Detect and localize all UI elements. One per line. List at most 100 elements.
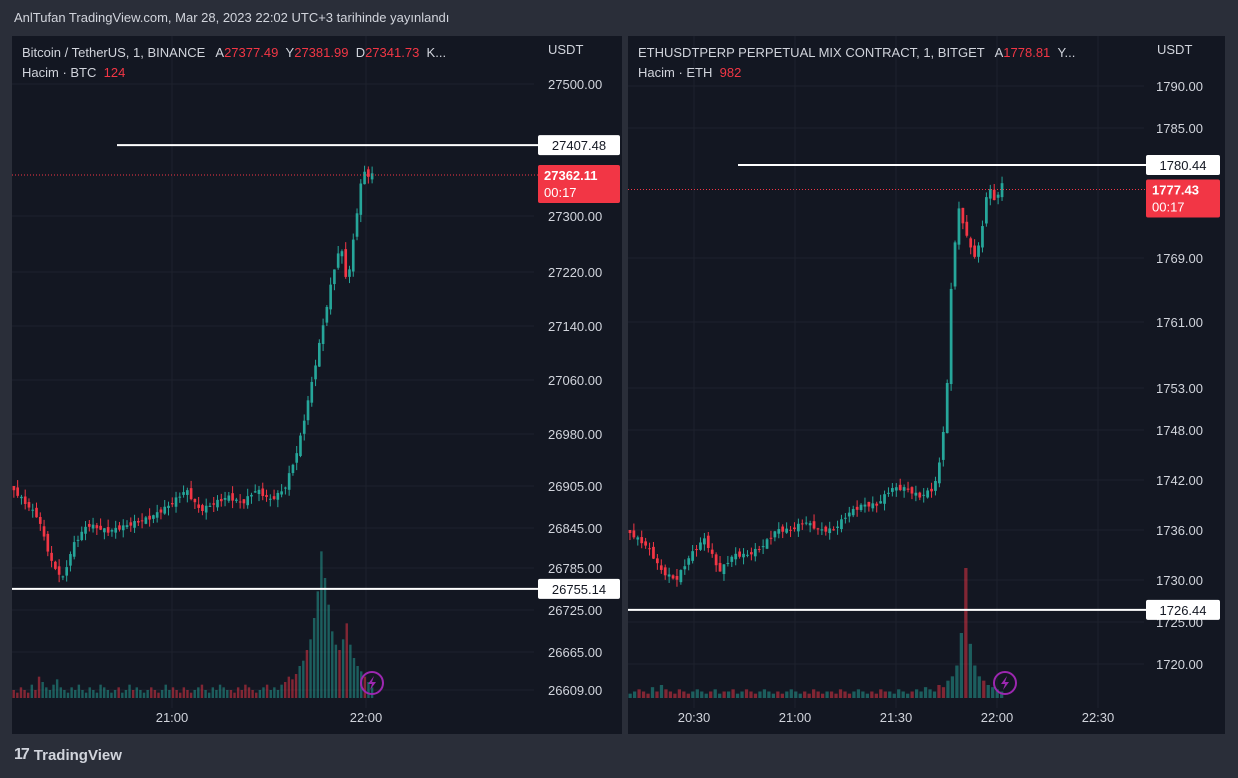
- eth-candle-body: [718, 562, 722, 572]
- btc-volume-bar: [88, 687, 91, 698]
- btc-countdown-label: 00:17: [544, 185, 577, 200]
- eth-volume-bar: [673, 693, 677, 698]
- btc-volume-bar: [367, 682, 370, 698]
- eth-volume-bar: [771, 693, 776, 698]
- eth-chart-panel[interactable]: 1790.00 1785.00 1769.00 1761.00 1753.00 1748.…: [628, 36, 1225, 734]
- eth-volume-bar: [879, 689, 883, 698]
- eth-candle-body: [816, 528, 820, 530]
- btc-ohlc-high-key: Y: [285, 45, 295, 60]
- btc-candle-body: [57, 566, 61, 575]
- btc-volume-bar: [370, 687, 374, 698]
- btc-chart-svg[interactable]: 27500.00 27300.00 27220.00 27140.00 27060.00…: [12, 36, 622, 734]
- btc-volume-bar: [352, 658, 356, 698]
- btc-candle-body: [91, 524, 95, 529]
- btc-volume-bar: [12, 690, 15, 698]
- eth-candle-body: [996, 194, 1000, 198]
- eth-volume-bar: [843, 691, 847, 698]
- btc-volume-bar: [45, 687, 48, 698]
- btc-candle-body: [186, 490, 189, 495]
- btc-volume-bar: [363, 676, 367, 698]
- eth-candle-body: [949, 288, 953, 385]
- eth-candle-body: [934, 480, 937, 491]
- btc-volume-bar: [287, 676, 291, 698]
- btc-volume-bar: [327, 604, 330, 698]
- eth-candle-body: [687, 558, 691, 565]
- btc-candle-body: [336, 253, 340, 268]
- btc-volume-label[interactable]: Hacim · BTC: [22, 65, 97, 80]
- btc-volume-bar: [334, 644, 338, 698]
- btc-volume-bar: [247, 687, 251, 698]
- btc-candle-body: [265, 495, 268, 497]
- eth-candle-body: [663, 567, 667, 576]
- btc-candle-body: [118, 525, 121, 530]
- btc-candle-body: [133, 521, 136, 528]
- btc-candle-body: [23, 496, 27, 504]
- eth-lightning-icon[interactable]: [993, 671, 1017, 695]
- eth-volume-label[interactable]: Hacim · ETH: [638, 65, 713, 80]
- btc-volume-bar: [349, 644, 352, 698]
- eth-y-tick: 1785.00: [1156, 121, 1203, 136]
- btc-volume-bar: [233, 692, 236, 698]
- eth-candle-body: [695, 549, 698, 551]
- eth-y-tick: 1736.00: [1156, 523, 1203, 538]
- btc-candle-body: [137, 521, 140, 523]
- btc-volume-bar: [226, 690, 229, 698]
- btc-candle-body: [42, 526, 46, 537]
- btc-volume-bar: [200, 684, 204, 698]
- eth-candle-body: [961, 207, 965, 224]
- eth-volume-bar: [704, 693, 708, 698]
- eth-candle-body: [691, 551, 694, 561]
- btc-x-tick: 21:00: [156, 710, 189, 725]
- eth-chart-svg[interactable]: 1790.00 1785.00 1769.00 1761.00 1753.00 1748.…: [628, 36, 1225, 734]
- btc-chart-panel[interactable]: 27500.00 27300.00 27220.00 27140.00 27060.00…: [12, 36, 622, 734]
- eth-symbol-line[interactable]: ETHUSDTPERP PERPETUAL MIX CONTRACT, 1, B…: [638, 45, 985, 60]
- btc-volume-bar: [302, 660, 305, 698]
- eth-candle-body: [844, 517, 847, 519]
- btc-volume-bar: [229, 690, 233, 698]
- btc-axis-unit: USDT: [548, 42, 584, 57]
- btc-candle-body: [174, 497, 178, 507]
- eth-ohlc-open: 1778.81: [1003, 45, 1051, 60]
- btc-y-tick: 26905.00: [548, 479, 602, 494]
- btc-volume-bar: [284, 682, 287, 698]
- eth-candle-body: [820, 529, 824, 531]
- btc-symbol-line[interactable]: Bitcoin / TetherUS, 1, BINANCE: [22, 45, 206, 60]
- btc-candle-body: [170, 503, 174, 505]
- btc-candle-body: [121, 525, 125, 531]
- btc-candle-body: [54, 561, 57, 569]
- btc-volume-bar: [345, 623, 348, 698]
- btc-y-tick: 26845.00: [548, 521, 602, 536]
- eth-candle-body: [957, 208, 961, 245]
- btc-volume-bar: [81, 690, 84, 698]
- btc-volume-bar: [207, 692, 211, 698]
- eth-lightning-glyph: [1001, 676, 1009, 690]
- eth-volume-bar: [767, 691, 771, 698]
- btc-candle-body: [99, 525, 102, 530]
- btc-lightning-icon[interactable]: [360, 671, 384, 695]
- eth-y-tick: 1720.00: [1156, 657, 1203, 672]
- btc-volume-bar: [110, 692, 113, 698]
- btc-volume-bar: [103, 687, 106, 698]
- btc-volume-bar: [26, 692, 30, 698]
- btc-volume-bar: [294, 674, 298, 698]
- btc-ohlc-low: 27341.73: [365, 45, 420, 60]
- eth-last-price-label: 1777.43: [1152, 183, 1199, 198]
- btc-candle-body: [216, 499, 219, 508]
- eth-volume-bar: [991, 687, 995, 698]
- btc-candle-body: [276, 492, 280, 500]
- footer-brand[interactable]: 17 TradingView: [14, 746, 122, 764]
- btc-volume-bar: [142, 692, 146, 698]
- btc-volume-bar: [66, 692, 70, 698]
- eth-volume-bar: [798, 693, 802, 698]
- btc-y-tick: 26609.00: [548, 683, 602, 698]
- btc-candle-body: [46, 533, 50, 552]
- eth-y-tick: 1790.00: [1156, 79, 1203, 94]
- eth-candle-body: [851, 509, 855, 516]
- eth-candle-body: [863, 504, 867, 507]
- eth-volume-bar: [874, 693, 878, 698]
- eth-candle-body: [632, 530, 636, 538]
- eth-x-tick: 21:30: [880, 710, 913, 725]
- eth-volume-bar: [870, 691, 874, 698]
- btc-candle-body: [231, 493, 234, 501]
- btc-volume-bar: [16, 692, 19, 698]
